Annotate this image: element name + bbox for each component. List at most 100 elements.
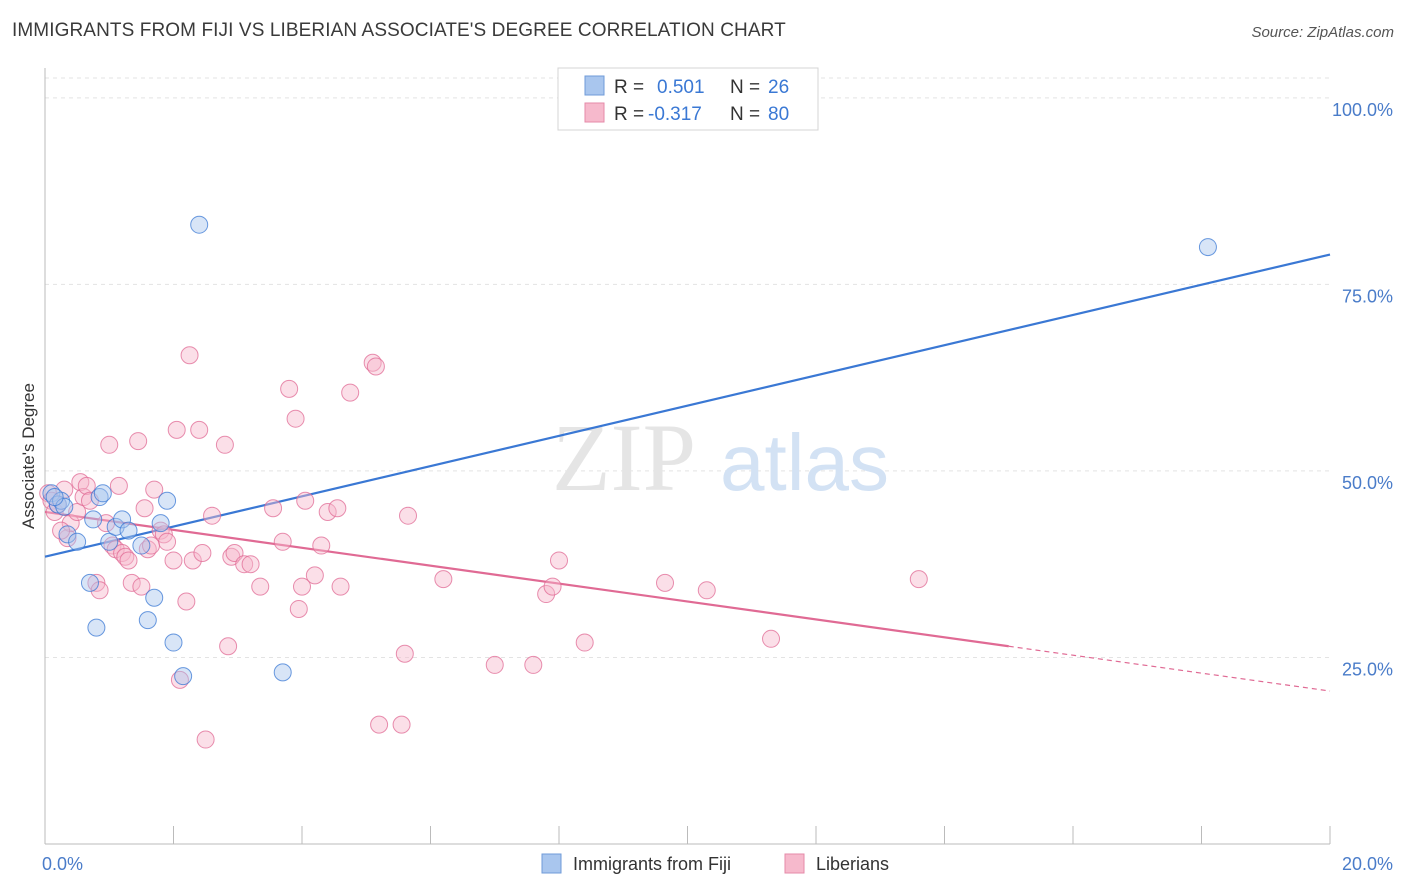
point-fiji-16 (138, 611, 157, 630)
trend-line-1 (44, 510, 1009, 648)
point-fiji-22 (190, 215, 209, 234)
point-fiji-11 (100, 532, 119, 551)
x-tick-label-1: 20.0% (1342, 854, 1393, 874)
point-liberians-6 (61, 514, 80, 533)
point-fiji-5 (68, 532, 87, 551)
point-liberians-59 (331, 577, 350, 596)
point-liberians-71 (543, 577, 562, 596)
trend-line-0 (44, 253, 1331, 558)
data-points (39, 215, 1217, 749)
point-liberians-45 (235, 555, 254, 574)
point-liberians-74 (656, 573, 675, 592)
point-liberians-75 (697, 581, 716, 600)
bottom-legend-label-liberians: Liberians (816, 854, 889, 874)
y-tick-label-2: 75.0% (1342, 286, 1393, 306)
point-liberians-62 (366, 357, 385, 376)
trend-line-extension-1 (1008, 645, 1331, 692)
point-liberians-76 (762, 629, 781, 648)
point-liberians-68 (485, 655, 504, 674)
point-liberians-24 (132, 577, 151, 596)
point-liberians-50 (280, 379, 299, 398)
watermark-zip: ZIP (552, 404, 696, 511)
point-liberians-60 (341, 383, 360, 402)
point-liberians-66 (399, 506, 418, 525)
point-liberians-65 (395, 644, 414, 663)
point-fiji-24 (1198, 238, 1217, 257)
point-liberians-30 (158, 532, 177, 551)
point-liberians-42 (219, 637, 238, 656)
point-fiji-20 (164, 633, 183, 652)
watermark-atlas: atlas (720, 418, 889, 507)
point-liberians-54 (296, 491, 315, 510)
legend-n-label-fiji: N = (730, 77, 760, 98)
point-liberians-48 (264, 499, 283, 518)
point-liberians-49 (273, 532, 292, 551)
point-liberians-58 (328, 499, 347, 518)
point-fiji-6 (80, 573, 99, 592)
point-liberians-56 (312, 536, 331, 555)
point-fiji-4 (58, 525, 77, 544)
x-tick-labels: 0.0% 20.0% (42, 854, 1393, 874)
chart-title: IMMIGRANTS FROM FIJI VS LIBERIAN ASSOCIA… (12, 20, 786, 41)
legend-n-value-fiji: 26 (768, 77, 789, 98)
legend-r-label-liberians: R = (614, 104, 644, 125)
legend-n-label-liberians: N = (730, 104, 760, 125)
point-liberians-63 (370, 715, 389, 734)
point-liberians-67 (434, 570, 453, 589)
point-liberians-31 (164, 551, 183, 570)
point-liberians-37 (190, 420, 209, 439)
point-liberians-52 (289, 599, 308, 618)
axes (44, 68, 1331, 845)
point-fiji-3 (55, 497, 74, 516)
point-liberians-69 (524, 655, 543, 674)
point-liberians-53 (293, 577, 311, 596)
point-liberians-47 (251, 577, 270, 596)
point-fiji-14 (119, 521, 138, 540)
point-liberians-15 (100, 435, 119, 454)
point-fiji-18 (151, 514, 170, 533)
point-liberians-22 (122, 573, 141, 592)
source-label: Source: ZipAtlas.com (1251, 24, 1394, 41)
legend-swatch-fiji (584, 75, 605, 96)
point-fiji-17 (145, 588, 164, 607)
point-liberians-10 (77, 476, 96, 495)
point-fiji-8 (87, 618, 106, 637)
point-liberians-35 (180, 346, 199, 365)
point-liberians-77 (909, 570, 928, 589)
legend-n-value-liberians: 80 (768, 104, 789, 125)
point-liberians-40 (203, 506, 222, 525)
point-liberians-64 (392, 715, 411, 734)
point-fiji-23 (273, 663, 292, 682)
y-tick-labels: 25.0% 50.0% 75.0% 100.0% (1332, 100, 1393, 680)
point-liberians-18 (109, 476, 128, 495)
y-axis-label: Associate's Degree (19, 383, 38, 529)
legend-box: R = 0.501 N = 26 R = -0.317 N = 80 (557, 67, 819, 131)
bottom-legend-label-fiji: Immigrants from Fiji (573, 854, 731, 874)
bottom-legend-swatch-fiji (541, 853, 562, 874)
point-fiji-21 (174, 667, 193, 686)
bottom-legend-swatch-liberians (784, 853, 805, 874)
point-liberians-25 (135, 499, 154, 518)
y-tick-label-3: 100.0% (1332, 100, 1393, 120)
point-fiji-13 (113, 510, 132, 529)
point-liberians-46 (241, 555, 260, 574)
x-tick-label-0: 0.0% (42, 854, 83, 874)
point-liberians-55 (305, 566, 324, 585)
y-tick-label-0: 25.0% (1342, 659, 1393, 679)
y-tick-label-1: 50.0% (1342, 473, 1393, 493)
trend-lines (44, 253, 1331, 692)
grid-lines (45, 77, 1330, 658)
legend-swatch-liberians (584, 102, 605, 123)
point-liberians-38 (193, 544, 212, 562)
legend-r-value-liberians: -0.317 (648, 104, 702, 125)
point-liberians-32 (167, 420, 186, 439)
point-liberians-39 (196, 730, 215, 749)
legend-r-label-fiji: R = (614, 77, 644, 98)
point-liberians-41 (215, 435, 234, 454)
point-liberians-23 (129, 432, 148, 451)
point-fiji-7 (84, 510, 103, 529)
point-liberians-70 (537, 585, 556, 604)
point-liberians-73 (575, 633, 594, 652)
point-fiji-15 (132, 536, 151, 555)
